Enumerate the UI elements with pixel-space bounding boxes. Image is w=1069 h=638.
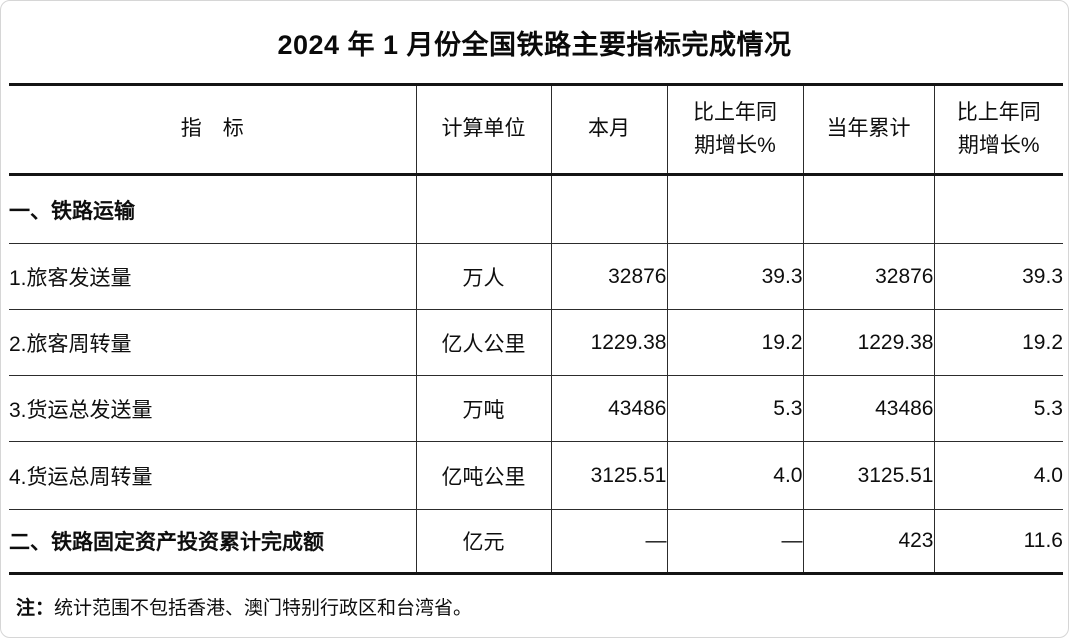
table-row-passenger-volume: 1.旅客发送量 万人 32876 39.3 32876 39.3 [9,243,1063,310]
indicator-cell: 4.货运总周转量 [9,441,416,510]
page-title: 2024 年 1 月份全国铁路主要指标完成情况 [277,29,792,60]
month-cell: 1229.38 [550,309,667,376]
indicators-table: 指 标 计算单位 本月 比上年同 期增长% 当年累计 比上年同 期增长% 一、铁… [9,83,1063,575]
cumulative-growth-cell: 39.3 [933,243,1063,310]
month-cell: 3125.51 [550,441,667,510]
cumulative-growth-cell: 5.3 [933,375,1063,442]
header-unit: 计算单位 [415,84,551,176]
header-month: 本月 [550,84,667,176]
header-month-growth: 比上年同 期增长% [666,84,803,176]
header-indicator: 指 标 [9,84,416,176]
table-row-section-rail-transport: 一、铁路运输 [9,174,1063,244]
month-growth-cell [666,174,803,244]
footnote-text: 统计范围不包括香港、澳门特别行政区和台湾省。 [54,598,473,619]
indicator-cell: 2.旅客周转量 [9,309,416,376]
indicator-cell: 1.旅客发送量 [9,243,416,310]
indicator-cell: 一、铁路运输 [9,199,135,223]
title-bar: 2024 年 1 月份全国铁路主要指标完成情况 [1,1,1068,83]
cumulative-growth-cell: 11.6 [933,509,1063,574]
header-cumulative: 当年累计 [802,84,934,176]
cumulative-cell: 1229.38 [802,309,934,376]
header-cumulative-growth: 比上年同 期增长% [933,84,1063,176]
table-row-fixed-asset-investment: 二、铁路固定资产投资累计完成额 亿元 — — 423 11.6 [9,509,1063,574]
cumulative-cell: 3125.51 [802,441,934,510]
cumulative-cell: 32876 [802,243,934,310]
month-growth-cell: — [666,509,803,574]
cumulative-cell: 423 [802,509,934,574]
unit-cell: 万吨 [415,375,551,442]
month-growth-cell: 5.3 [666,375,803,442]
cumulative-growth-cell [933,174,1063,244]
month-cell [550,174,667,244]
indicator-cell: 3.货运总发送量 [9,375,416,442]
month-cell: 32876 [550,243,667,310]
table-row-passenger-turnover: 2.旅客周转量 亿人公里 1229.38 19.2 1229.38 19.2 [9,309,1063,376]
table-header: 指 标 计算单位 本月 比上年同 期增长% 当年累计 比上年同 期增长% [9,84,1063,176]
unit-cell: 亿元 [415,509,551,574]
table-row-freight-volume: 3.货运总发送量 万吨 43486 5.3 43486 5.3 [9,375,1063,442]
month-cell: — [550,509,667,574]
month-growth-cell: 4.0 [666,441,803,510]
cumulative-growth-cell: 4.0 [933,441,1063,510]
cumulative-growth-cell: 19.2 [933,309,1063,376]
unit-cell: 亿吨公里 [415,441,551,510]
header-row: 指 标 计算单位 本月 比上年同 期增长% 当年累计 比上年同 期增长% [9,84,1063,176]
month-growth-cell: 19.2 [666,309,803,376]
cumulative-cell: 43486 [802,375,934,442]
table-row-freight-turnover: 4.货运总周转量 亿吨公里 3125.51 4.0 3125.51 4.0 [9,441,1063,510]
month-growth-cell: 39.3 [666,243,803,310]
indicator-cell: 二、铁路固定资产投资累计完成额 [9,509,416,574]
footnote-prefix: 注： [16,598,55,619]
unit-cell: 万人 [415,243,551,310]
unit-cell [415,174,551,244]
cumulative-cell [802,174,934,244]
month-cell: 43486 [550,375,667,442]
table-body: 一、铁路运输 1.旅客发送量 万人 32876 39.3 32876 39.3 … [9,174,1063,574]
unit-cell: 亿人公里 [415,309,551,376]
footnote: 注：统计范围不包括香港、澳门特别行政区和台湾省。 [9,575,1061,620]
